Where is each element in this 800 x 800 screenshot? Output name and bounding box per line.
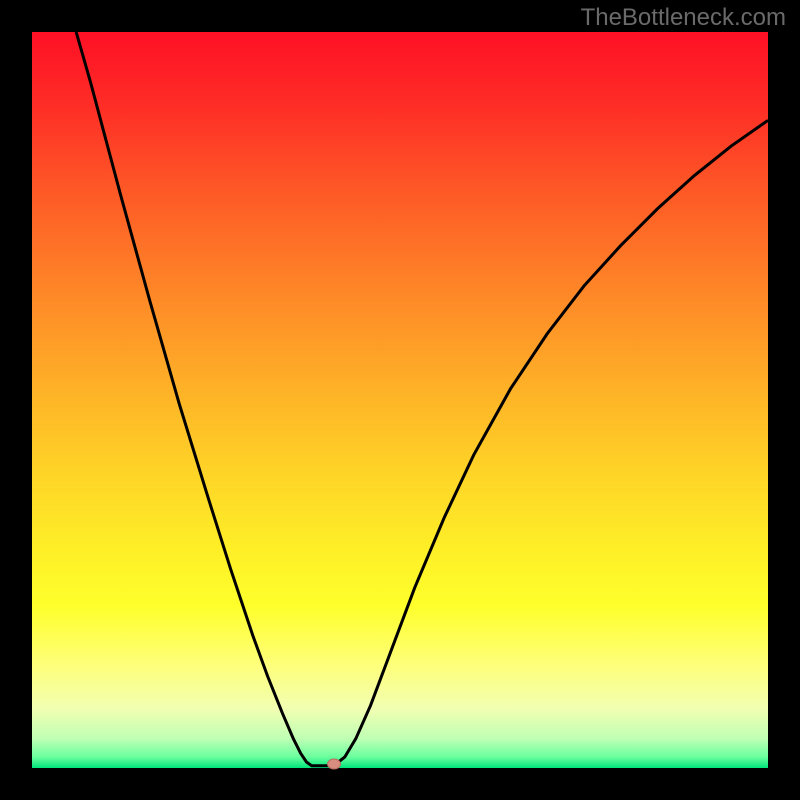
optimum-marker [327, 758, 341, 769]
plot-area [32, 32, 768, 768]
bottleneck-curve [32, 32, 768, 768]
watermark-text: TheBottleneck.com [581, 4, 786, 32]
chart-frame: TheBottleneck.com [0, 0, 800, 800]
